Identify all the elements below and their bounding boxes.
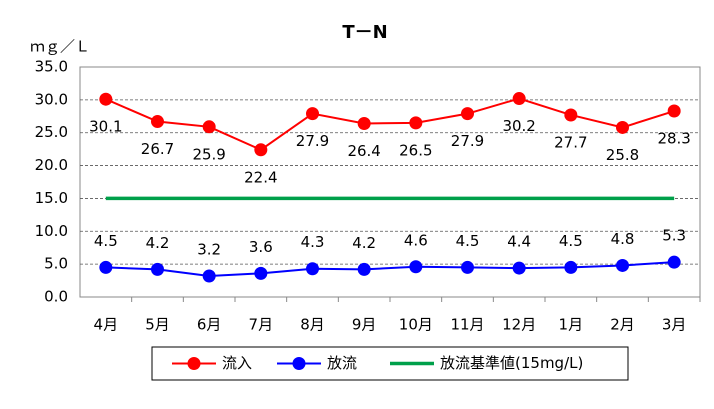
data-point <box>357 262 371 276</box>
y-tick-label: 30.0 <box>35 90 68 108</box>
data-point <box>616 258 629 272</box>
data-label: 4.5 <box>559 232 583 250</box>
legend-label: 放流基準値(15mg/L) <box>440 354 583 372</box>
y-tick-label: 0.0 <box>44 288 68 306</box>
data-label: 30.2 <box>502 117 535 135</box>
data-label: 30.1 <box>89 118 122 136</box>
data-label: 25.8 <box>606 146 639 164</box>
data-point <box>461 260 474 274</box>
data-point <box>564 108 578 122</box>
data-label: 4.5 <box>456 232 480 250</box>
x-tick-label: 11月 <box>450 316 484 334</box>
data-label: 4.2 <box>146 234 170 252</box>
chart-title: T－N <box>342 22 387 43</box>
data-label: 27.7 <box>554 133 587 151</box>
data-label: 25.9 <box>192 145 225 163</box>
data-point <box>409 116 423 130</box>
data-label: 4.3 <box>301 233 325 251</box>
y-tick-label: 25.0 <box>35 123 68 141</box>
x-tick-label: 7月 <box>249 316 274 334</box>
legend-marker <box>187 357 201 370</box>
data-point <box>667 255 681 269</box>
x-tick-label: 3月 <box>662 316 687 334</box>
x-tick-label: 8月 <box>300 316 325 334</box>
series-line <box>105 261 675 277</box>
data-label: 4.2 <box>352 234 376 252</box>
x-tick-label: 12月 <box>502 316 536 334</box>
data-label: 4.6 <box>404 231 428 249</box>
data-point <box>202 120 216 134</box>
data-point <box>306 107 319 121</box>
legend-label: 流入 <box>222 354 252 372</box>
legend-marker <box>292 357 306 370</box>
data-point <box>99 260 113 274</box>
data-point <box>99 92 113 106</box>
data-point <box>357 117 371 131</box>
x-tick-label: 9月 <box>352 316 377 334</box>
x-tick-label: 2月 <box>610 316 635 334</box>
y-tick-label: 35.0 <box>35 58 68 76</box>
data-label: 26.7 <box>141 140 174 158</box>
y-tick-label: 5.0 <box>44 255 68 273</box>
data-label: 4.5 <box>94 232 118 250</box>
data-label: 3.2 <box>197 240 221 258</box>
data-label: 3.6 <box>249 238 273 256</box>
y-tick-label: 20.0 <box>35 156 68 174</box>
data-point <box>151 115 164 129</box>
data-point <box>512 261 526 275</box>
x-tick-label: 4月 <box>94 316 119 334</box>
data-point <box>306 262 319 276</box>
data-point <box>564 260 578 274</box>
y-tick-label: 10.0 <box>35 222 68 240</box>
data-label: 28.3 <box>657 130 690 148</box>
data-label: 27.9 <box>451 132 484 150</box>
y-tick-label: 15.0 <box>35 189 68 207</box>
series-line <box>105 97 675 151</box>
data-point <box>461 107 474 121</box>
data-label: 4.4 <box>507 233 531 251</box>
data-point <box>409 260 423 274</box>
data-label: 22.4 <box>244 168 277 186</box>
x-tick-label: 10月 <box>399 316 433 334</box>
data-point <box>512 92 526 106</box>
x-tick-label: 1月 <box>559 316 584 334</box>
data-label: 27.9 <box>296 132 329 150</box>
data-label: 26.4 <box>347 142 380 160</box>
legend-label: 放流 <box>327 354 357 372</box>
data-point <box>151 262 164 276</box>
data-label: 26.5 <box>399 141 432 159</box>
data-point <box>667 104 681 118</box>
data-point <box>254 266 268 280</box>
data-label: 5.3 <box>662 227 686 245</box>
data-point <box>616 120 629 134</box>
data-label: 4.8 <box>611 230 635 248</box>
x-tick-label: 6月 <box>197 316 222 334</box>
x-tick-label: 5月 <box>145 316 170 334</box>
data-point <box>202 269 216 283</box>
data-point <box>254 143 268 157</box>
y-axis-label: ｍｇ／Ｌ <box>30 38 90 56</box>
